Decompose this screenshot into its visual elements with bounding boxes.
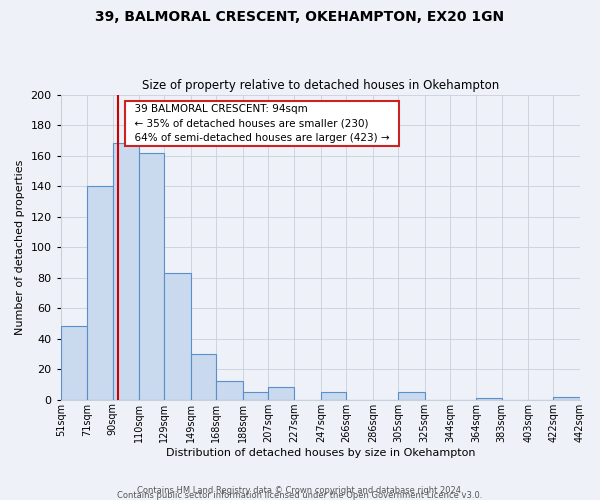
Bar bbox=[242, 392, 268, 400]
Text: 39, BALMORAL CRESCENT, OKEHAMPTON, EX20 1GN: 39, BALMORAL CRESCENT, OKEHAMPTON, EX20 … bbox=[95, 10, 505, 24]
Y-axis label: Number of detached properties: Number of detached properties bbox=[15, 160, 25, 335]
Bar bbox=[268, 388, 295, 400]
Text: 39 BALMORAL CRESCENT: 94sqm  
  ← 35% of detached houses are smaller (230)  
  6: 39 BALMORAL CRESCENT: 94sqm ← 35% of det… bbox=[128, 104, 397, 144]
Bar bbox=[216, 382, 242, 400]
Title: Size of property relative to detached houses in Okehampton: Size of property relative to detached ho… bbox=[142, 79, 499, 92]
Bar bbox=[476, 398, 502, 400]
Bar bbox=[113, 144, 139, 400]
Bar bbox=[164, 273, 191, 400]
Text: Contains HM Land Registry data © Crown copyright and database right 2024.: Contains HM Land Registry data © Crown c… bbox=[137, 486, 463, 495]
Bar bbox=[139, 152, 164, 400]
X-axis label: Distribution of detached houses by size in Okehampton: Distribution of detached houses by size … bbox=[166, 448, 475, 458]
Bar bbox=[87, 186, 113, 400]
Text: Contains public sector information licensed under the Open Government Licence v3: Contains public sector information licen… bbox=[118, 491, 482, 500]
Bar bbox=[553, 396, 580, 400]
Bar bbox=[61, 326, 87, 400]
Bar bbox=[321, 392, 346, 400]
Bar bbox=[398, 392, 425, 400]
Bar bbox=[191, 354, 216, 400]
